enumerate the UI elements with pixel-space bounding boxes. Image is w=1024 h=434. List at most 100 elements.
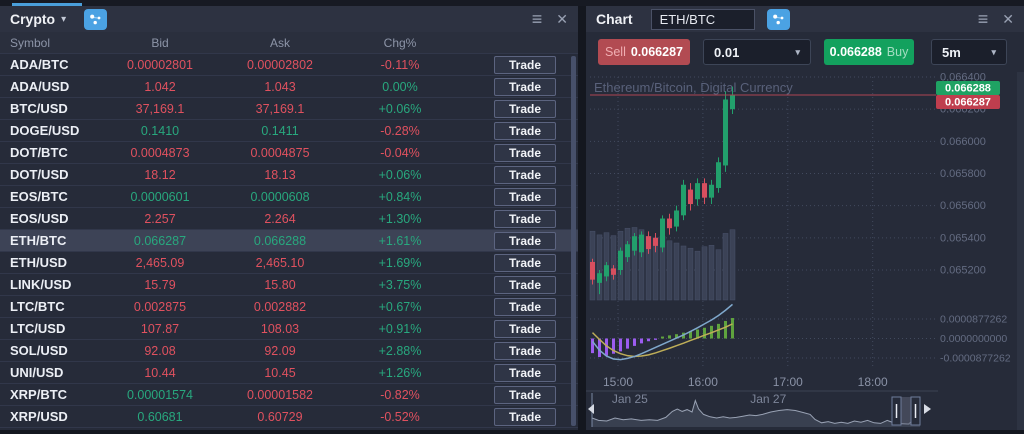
candle-body — [625, 244, 630, 258]
watchlist-scrollbar[interactable] — [571, 56, 576, 426]
trade-button[interactable]: Trade — [494, 231, 556, 250]
trade-button[interactable]: Trade — [494, 363, 556, 382]
chevron-down-icon: ▾ — [61, 13, 67, 25]
chart-panel: Chart ≡ ✕ Sell 0.066287 — [586, 6, 1024, 430]
ask-value: 0.00001582 — [246, 387, 314, 402]
trade-button[interactable]: Trade — [494, 275, 556, 294]
watchlist-row-ada-usd[interactable]: ADA/USD 1.042 1.043 0.00% Trade — [0, 76, 578, 98]
watchlist-row-eth-btc[interactable]: ETH/BTC 0.066287 0.066288 +1.61% Trade — [0, 230, 578, 252]
watchlist-title-dropdown[interactable]: Crypto ▾ — [10, 11, 66, 27]
candle-body — [632, 236, 637, 251]
watchlist-row-eos-usd[interactable]: EOS/USD 2.257 2.264 +1.30% Trade — [0, 208, 578, 230]
watchlist-row-ada-btc[interactable]: ADA/BTC 0.00002801 0.00002802 -0.11% Trade — [0, 54, 578, 76]
scrollbar-thumb[interactable] — [571, 56, 576, 426]
watchlist-rows: ADA/BTC 0.00002801 0.00002802 -0.11% Trade AD… — [0, 54, 578, 428]
ask-value: 0.0000608 — [250, 189, 310, 204]
macd-histogram-bar — [696, 329, 699, 339]
trade-button[interactable]: Trade — [494, 385, 556, 404]
chart-scrollbar[interactable] — [1017, 72, 1024, 430]
navigator-selection — [901, 397, 911, 425]
trade-button[interactable]: Trade — [494, 253, 556, 272]
trade-button[interactable]: Trade — [494, 99, 556, 118]
candle-body — [702, 183, 707, 198]
symbol-label: LTC/USD — [10, 321, 66, 336]
trade-button[interactable]: Trade — [494, 55, 556, 74]
active-tab-indicator — [12, 3, 82, 6]
quantity-value: 0.01 — [714, 44, 740, 60]
watchlist-row-sol-usd[interactable]: SOL/USD 92.08 92.09 +2.88% Trade — [0, 340, 578, 362]
trade-button[interactable]: Trade — [494, 209, 556, 228]
trade-button[interactable]: Trade — [494, 319, 556, 338]
time-tick: 17:00 — [773, 375, 803, 389]
watchlist-row-btc-usd[interactable]: BTC/USD 37,169.1 37,169.1 +0.06% Trade — [0, 98, 578, 120]
volume-bar — [729, 229, 736, 301]
candle-body — [653, 237, 658, 246]
watchlist-row-dot-usd[interactable]: DOT/USD 18.12 18.13 +0.06% Trade — [0, 164, 578, 186]
trade-button[interactable]: Trade — [494, 407, 556, 426]
chg-value: +0.84% — [378, 189, 422, 204]
candle-body — [639, 234, 644, 253]
trade-button[interactable]: Trade — [494, 297, 556, 316]
navigator-left-arrow[interactable] — [588, 404, 594, 414]
watchlist-row-eos-btc[interactable]: EOS/BTC 0.0000601 0.0000608 +0.84% Trade — [0, 186, 578, 208]
quantity-select[interactable]: 0.01 ▾ — [703, 39, 811, 65]
chg-value: -0.04% — [380, 145, 420, 160]
watchlist-row-uni-usd[interactable]: UNI/USD 10.44 10.45 +1.26% Trade — [0, 362, 578, 384]
trade-button[interactable]: Trade — [494, 165, 556, 184]
macd-tick: 0.0000000000 — [940, 333, 1007, 345]
ask-value: 108.03 — [260, 321, 300, 336]
candle-body — [681, 184, 686, 216]
time-tick: 18:00 — [858, 375, 888, 389]
chg-value: 0.00% — [382, 79, 418, 94]
chg-value: +2.88% — [378, 343, 422, 358]
ask-value: 92.09 — [264, 343, 296, 358]
ask-value: 0.002882 — [253, 299, 307, 314]
watchlist-row-dot-btc[interactable]: DOT/BTC 0.0004873 0.0004875 -0.04% Trade — [0, 142, 578, 164]
candle-body — [688, 189, 693, 205]
macd-histogram-bar — [661, 336, 664, 339]
watchlist-row-xrp-btc[interactable]: XRP/BTC 0.00001574 0.00001582 -0.82% Trade — [0, 384, 578, 406]
watchlist-row-eth-usd[interactable]: ETH/USD 2,465.09 2,465.10 +1.69% Trade — [0, 252, 578, 274]
ask-value: 37,169.1 — [255, 101, 305, 116]
chevron-down-icon: ▾ — [991, 46, 996, 57]
candlestick-chart[interactable]: 0.0664000.0662000.0660000.0658000.065600… — [586, 72, 1024, 430]
volume-bar — [687, 247, 694, 301]
trade-button[interactable]: Trade — [494, 121, 556, 140]
ask-value: 15.80 — [264, 277, 296, 292]
symbol-label: UNI/USD — [10, 365, 64, 380]
symbol-input[interactable] — [650, 8, 755, 30]
watchlist-row-doge-usd[interactable]: DOGE/USD 0.1410 0.1411 -0.28% Trade — [0, 120, 578, 142]
symbol-label: DOT/BTC — [10, 145, 68, 160]
buy-button[interactable]: 0.066288 Buy — [824, 39, 914, 65]
watchlist-row-xrp-usd[interactable]: XRP/USD 0.60681 0.60729 -0.52% Trade — [0, 406, 578, 428]
candle-body — [590, 261, 595, 280]
sell-button[interactable]: Sell 0.066287 — [598, 39, 690, 65]
chart-watermark: Ethereum/Bitcoin, Digital Currency — [594, 80, 793, 95]
close-icon[interactable]: ✕ — [1002, 11, 1014, 27]
watchlist-row-ltc-btc[interactable]: LTC/BTC 0.002875 0.002882 +0.67% Trade — [0, 296, 578, 318]
trade-button[interactable]: Trade — [494, 143, 556, 162]
menu-icon[interactable]: ≡ — [531, 9, 543, 29]
ask-value: 1.043 — [264, 79, 296, 94]
macd-histogram-bar — [619, 338, 622, 352]
chart-area[interactable]: 0.066400 0.066200 0.066000 0.065800 0.065600… — [586, 72, 1024, 430]
trade-button[interactable]: Trade — [494, 77, 556, 96]
symbol-label: EOS/USD — [10, 211, 69, 226]
link-channel-icon[interactable] — [84, 8, 108, 30]
timeframe-select[interactable]: 5m ▾ — [931, 39, 1007, 65]
watchlist-row-link-usd[interactable]: LINK/USD 15.79 15.80 +3.75% Trade — [0, 274, 578, 296]
chevron-down-icon: ▾ — [795, 46, 800, 57]
trade-button[interactable]: Trade — [494, 187, 556, 206]
price-tick: 0.065400 — [940, 232, 986, 244]
candle-body — [618, 250, 623, 270]
chg-value: +1.61% — [378, 233, 422, 248]
watchlist-row-ltc-usd[interactable]: LTC/USD 107.87 108.03 +0.91% Trade — [0, 318, 578, 340]
navigator-right-arrow[interactable] — [924, 404, 931, 414]
price-tick: 0.066400 — [940, 72, 986, 84]
trade-button[interactable]: Trade — [494, 341, 556, 360]
link-channel-icon[interactable] — [766, 8, 790, 30]
ask-value: 0.00002802 — [246, 57, 314, 72]
candle-body — [597, 273, 602, 283]
close-icon[interactable]: ✕ — [556, 11, 568, 27]
menu-icon[interactable]: ≡ — [977, 9, 989, 29]
